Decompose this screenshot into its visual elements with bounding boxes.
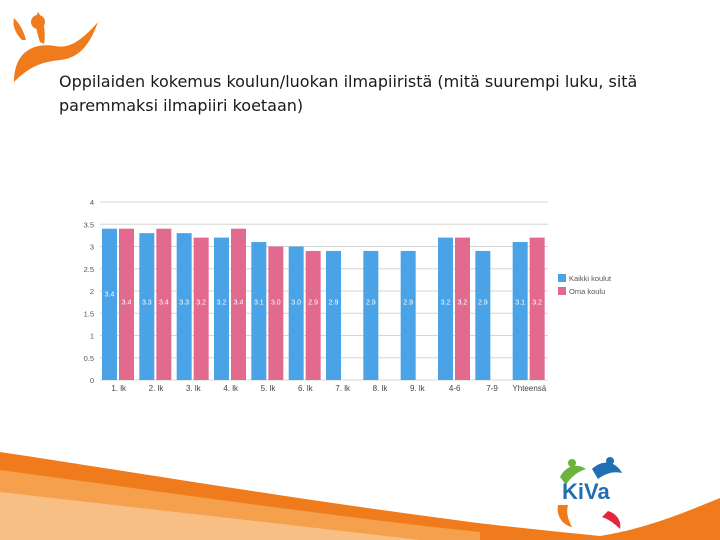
bar-kaikki-koulut — [326, 250, 341, 380]
data-label: 3.2 — [458, 299, 468, 306]
bar-kaikki-koulut — [214, 237, 229, 380]
data-label: 2.9 — [329, 299, 339, 306]
x-tick-label: 7-9 — [486, 384, 498, 393]
kiva-logo-text: KiVa — [562, 479, 610, 504]
bar-chart: 0 0.5 1 1.5 2 2.5 3 3.5 4 3.4 3.4 1. lk 3.3 3.4 2. lk 3… — [84, 198, 612, 393]
x-tick-label: 2. lk — [149, 384, 165, 393]
bar-kaikki-koulut — [475, 250, 491, 380]
data-label: 3.2 — [532, 299, 542, 306]
data-label: 2.9 — [478, 299, 488, 306]
bar-oma-koulu — [305, 250, 321, 380]
data-label: 3.4 — [159, 299, 169, 306]
data-label: 3.1 — [254, 299, 264, 306]
y-tick-label: 1.5 — [84, 309, 94, 318]
bar-kaikki-koulut — [363, 250, 379, 380]
x-tick-label: Yhteensä — [512, 384, 546, 393]
data-label: 3.2 — [217, 299, 227, 306]
data-label: 3.1 — [515, 299, 525, 306]
y-tick-label: 2 — [90, 287, 94, 296]
y-tick-label: 0 — [90, 376, 94, 385]
bottom-orange-wave — [0, 452, 720, 540]
legend-swatch — [558, 287, 566, 295]
data-label: 2.9 — [403, 299, 413, 306]
bar-oma-koulu — [268, 246, 284, 380]
data-label: 2.9 — [366, 299, 376, 306]
bar-kaikki-koulut — [102, 228, 117, 380]
bar-oma-koulu — [119, 228, 134, 380]
x-tick-label: 5. lk — [261, 384, 277, 393]
bar-kaikki-koulut — [400, 250, 416, 380]
y-tick-label: 3.5 — [84, 220, 94, 229]
bar-kaikki-koulut — [288, 246, 304, 380]
legend-swatch — [558, 274, 566, 282]
bar-oma-koulu — [231, 228, 246, 380]
x-tick-label: 7. lk — [335, 384, 351, 393]
kiva-figures-icon — [557, 457, 622, 529]
page-title: Oppilaiden kokemus koulun/luokan ilmapii… — [59, 72, 638, 115]
y-tick-label: 2.5 — [84, 265, 94, 274]
bar-kaikki-koulut — [438, 237, 453, 380]
x-tick-label: 1. lk — [111, 384, 127, 393]
data-label: 3.3 — [142, 299, 152, 306]
bar-kaikki-koulut — [139, 233, 155, 380]
data-label: 3.0 — [291, 299, 301, 306]
x-tick-label: 8. lk — [373, 384, 389, 393]
bar-oma-koulu — [193, 237, 209, 380]
data-label: 3.3 — [179, 299, 189, 306]
data-label: 3.4 — [122, 299, 132, 306]
bar-oma-koulu — [529, 237, 545, 380]
y-tick-label: 3 — [90, 243, 94, 252]
bar-oma-koulu — [156, 228, 172, 380]
bar-kaikki-koulut — [176, 233, 192, 380]
x-tick-label: 3. lk — [186, 384, 202, 393]
x-tick-label: 4. lk — [223, 384, 239, 393]
legend-label: Kaikki koulut — [569, 274, 612, 283]
y-tick-label: 4 — [90, 198, 94, 207]
y-tick-label: 0.5 — [84, 354, 94, 363]
data-label: 3.2 — [196, 299, 206, 306]
bar-kaikki-koulut — [512, 242, 528, 380]
data-label: 3.4 — [234, 299, 244, 306]
bar-oma-koulu — [455, 237, 470, 380]
x-tick-label: 4-6 — [449, 384, 461, 393]
data-label: 2.9 — [308, 299, 318, 306]
legend-label: Oma koulu — [569, 287, 605, 296]
data-label: 3.2 — [441, 299, 451, 306]
data-label: 3.0 — [271, 299, 281, 306]
data-label: 3.4 — [105, 291, 115, 298]
y-tick-label: 1 — [90, 332, 94, 341]
bar-kaikki-koulut — [251, 242, 267, 380]
orange-figure-icon — [13, 12, 98, 82]
x-tick-label: 9. lk — [410, 384, 426, 393]
kiva-logo: KiVa — [557, 457, 622, 529]
x-tick-label: 6. lk — [298, 384, 314, 393]
